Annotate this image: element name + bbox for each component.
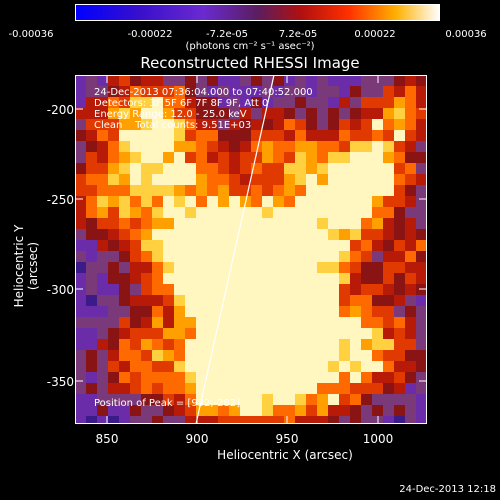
x-tick-label: 950 — [275, 432, 299, 446]
y-tick-label: -300 — [46, 283, 74, 297]
colorbar-tick: 7.2e-05 — [278, 29, 318, 40]
colorbar-tick: -0.00022 — [127, 29, 173, 40]
colorbar-tick: -7.2e-05 — [206, 29, 248, 40]
info-energy: Energy Range: 12.0 - 25.0 keV — [94, 109, 247, 120]
x-tick-label: 850 — [95, 432, 119, 446]
x-tick-label: 1000 — [362, 432, 394, 446]
y-axis-label: Heliocentric Y (arcsec) — [12, 224, 40, 308]
axis-ticks — [75, 75, 427, 424]
info-detectors: Detectors: 3F 5F 6F 7F 8F 9F, Att 0 — [94, 98, 269, 109]
x-axis-label: Heliocentric X (arcsec) — [217, 448, 353, 462]
limb-line — [195, 75, 275, 424]
y-tick-label: -200 — [46, 103, 74, 117]
colorbar-tick: 0.00036 — [445, 29, 487, 40]
colorbar-unit: (photons cm⁻² s⁻¹ asec⁻²) — [185, 41, 315, 52]
y-tick-label: -350 — [46, 375, 74, 389]
rhessi-image — [75, 75, 427, 424]
timestamp-footer: 24-Dec-2013 12:18 — [399, 484, 496, 495]
info-time: 24-Dec-2013 07:36:04.000 to 07:40:52.000 — [94, 87, 313, 98]
peak-position: Position of Peak = [932,-282] — [94, 398, 241, 409]
colorbar-tick: -0.00036 — [8, 29, 54, 40]
y-tick-label: -250 — [46, 193, 74, 207]
image-title: Reconstructed RHESSI Image — [140, 54, 360, 72]
colorbar-tick: 0.00022 — [354, 29, 396, 40]
colorbar — [75, 4, 440, 21]
info-clean: Clean Total counts: 9.51E+03 — [94, 120, 252, 131]
x-tick-label: 900 — [185, 432, 209, 446]
